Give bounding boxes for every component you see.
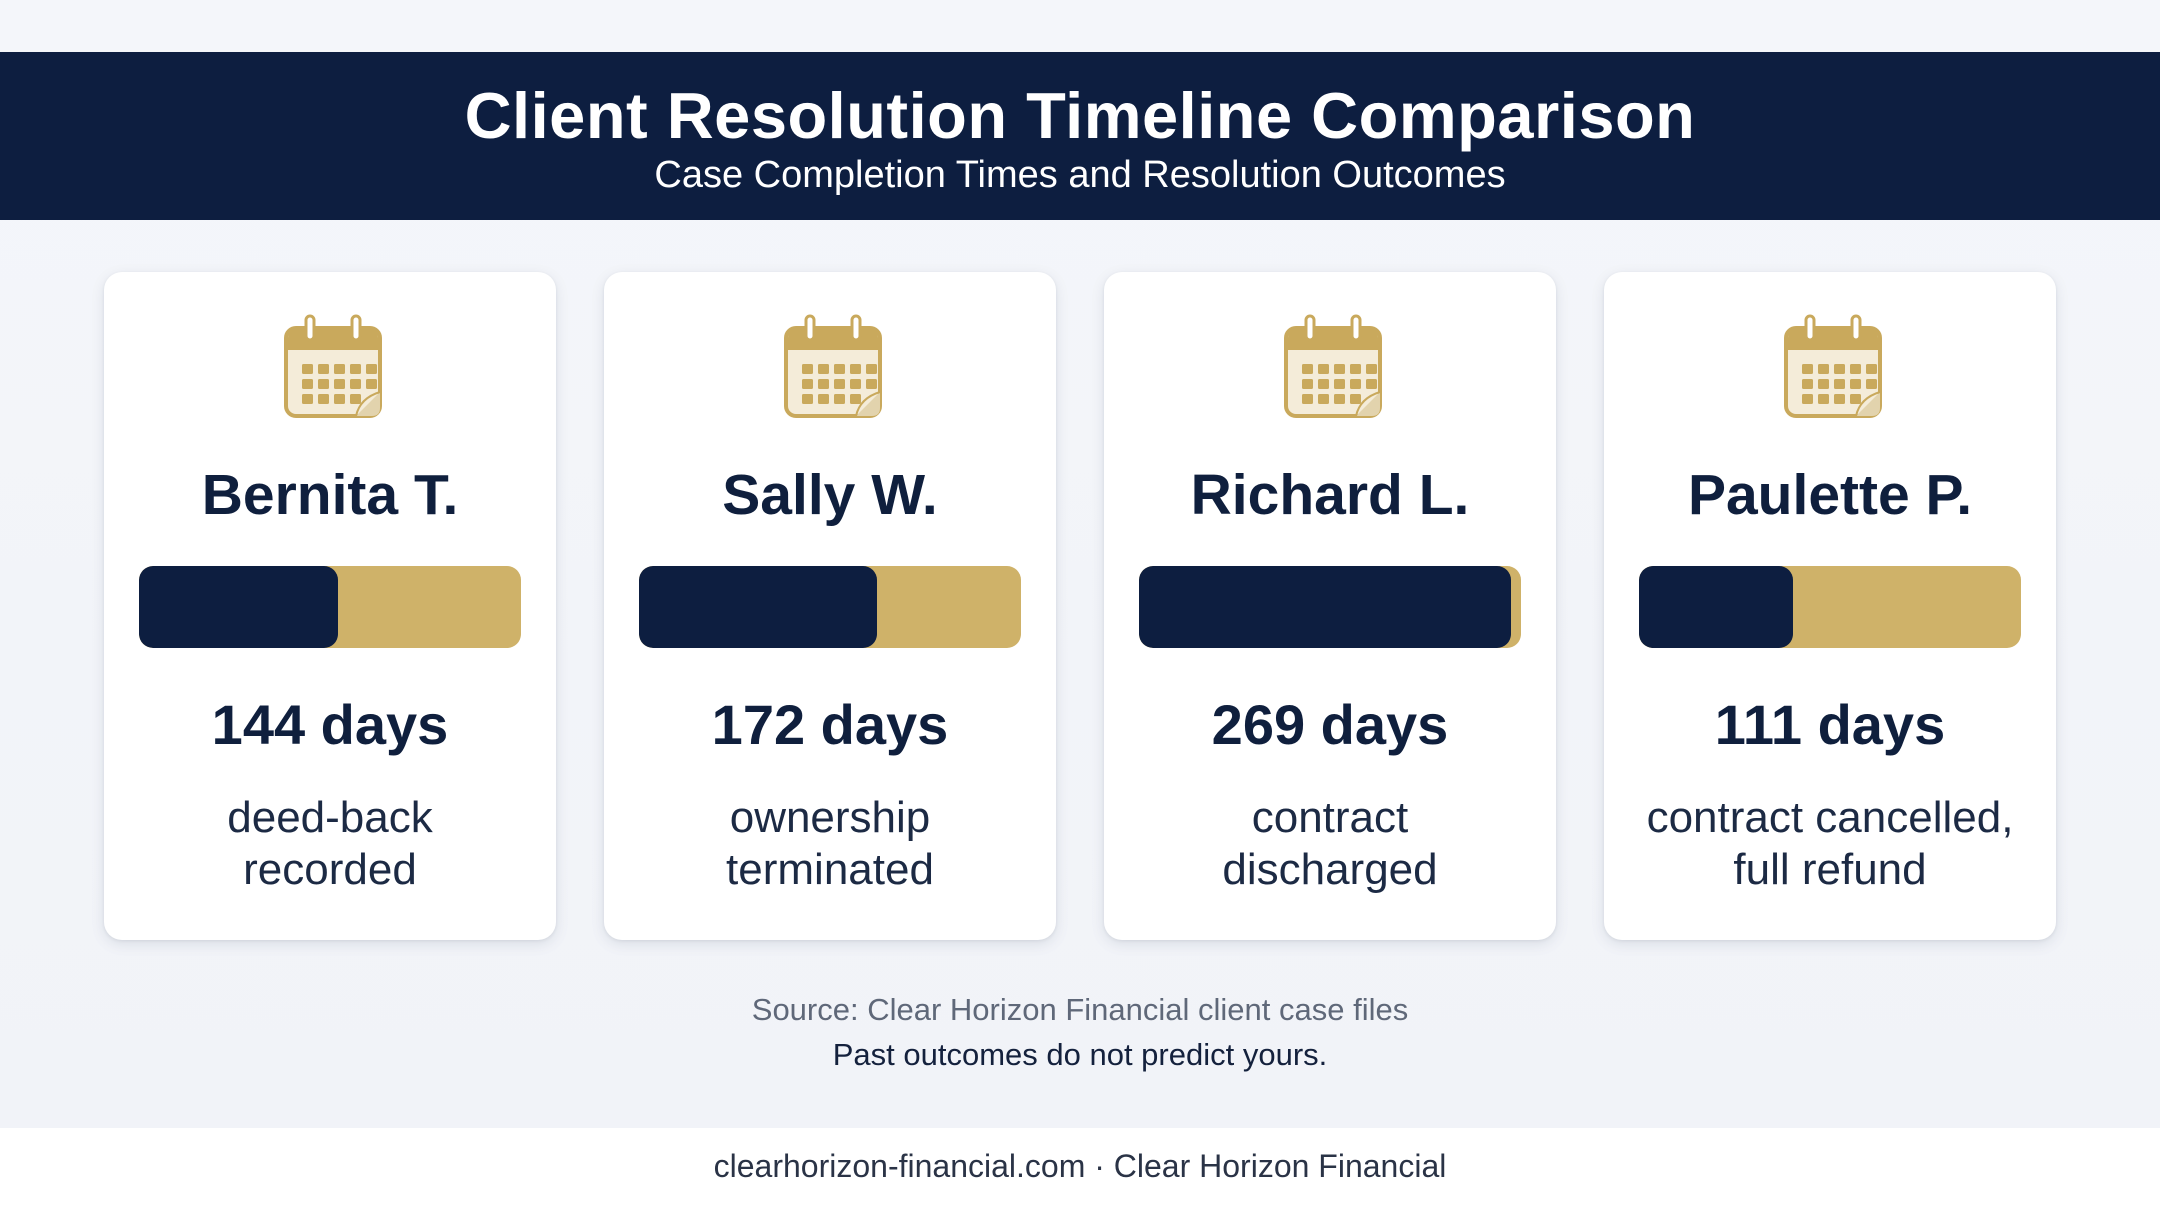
outcome-line: contract cancelled,: [1646, 793, 2014, 842]
footer: clearhorizon-financial.com · Clear Horiz…: [0, 1128, 2160, 1206]
page-subtitle: Case Completion Times and Resolution Out…: [654, 154, 1506, 196]
outcome-line: deed-back: [227, 793, 433, 842]
bar-track: [139, 566, 521, 648]
client-name: Paulette P.: [1687, 463, 1973, 527]
days-label: 111 days: [1714, 693, 1946, 756]
outcome-label: ownership terminated: [614, 792, 1046, 896]
bar: [139, 566, 338, 648]
page-title: Client Resolution Timeline Comparison: [464, 79, 1696, 152]
outcome-line: discharged: [1222, 845, 1438, 894]
client-card: Sally W. 172 days ownership terminated: [604, 272, 1056, 940]
header-banner: Client Resolution Timeline Comparison Ca…: [0, 52, 2160, 220]
client-card: Richard L. 269 days contract discharged: [1104, 272, 1556, 940]
days-label: 144 days: [211, 693, 449, 756]
outcome-line: terminated: [726, 845, 934, 894]
source-note: Source: Clear Horizon Financial client c…: [751, 992, 1409, 1027]
bar-track: [1639, 566, 2021, 648]
bar: [1139, 566, 1511, 648]
outcome-label: contract discharged: [1114, 792, 1546, 896]
outcome-label: deed-back recorded: [114, 792, 546, 896]
calendar-icon: [1276, 312, 1390, 426]
calendar-icon: [276, 312, 390, 426]
bar: [1639, 566, 1793, 648]
disclaimer-note: Past outcomes do not predict yours.: [832, 1037, 1328, 1072]
calendar-icon: [776, 312, 890, 426]
bar-track: [1139, 566, 1521, 648]
days-label: 269 days: [1211, 693, 1449, 756]
client-name: Richard L.: [1190, 463, 1470, 527]
outcome-label: contract cancelled, full refund: [1614, 792, 2046, 896]
outcome-line: contract: [1251, 793, 1409, 842]
outcome-line: ownership: [729, 793, 931, 842]
days-label: 172 days: [711, 693, 949, 756]
client-name: Sally W.: [722, 463, 938, 527]
bar-track: [639, 566, 1021, 648]
bar: [639, 566, 877, 648]
footer-text: clearhorizon-financial.com · Clear Horiz…: [713, 1148, 1447, 1184]
client-card: Bernita T. 144 days deed-back recorded: [104, 272, 556, 940]
client-name: Bernita T.: [201, 463, 459, 527]
outcome-line: recorded: [243, 845, 417, 894]
outcome-line: full refund: [1733, 845, 1927, 894]
client-card: Paulette P. 111 days contract cancelled, fu…: [1604, 272, 2056, 940]
calendar-icon: [1776, 312, 1890, 426]
